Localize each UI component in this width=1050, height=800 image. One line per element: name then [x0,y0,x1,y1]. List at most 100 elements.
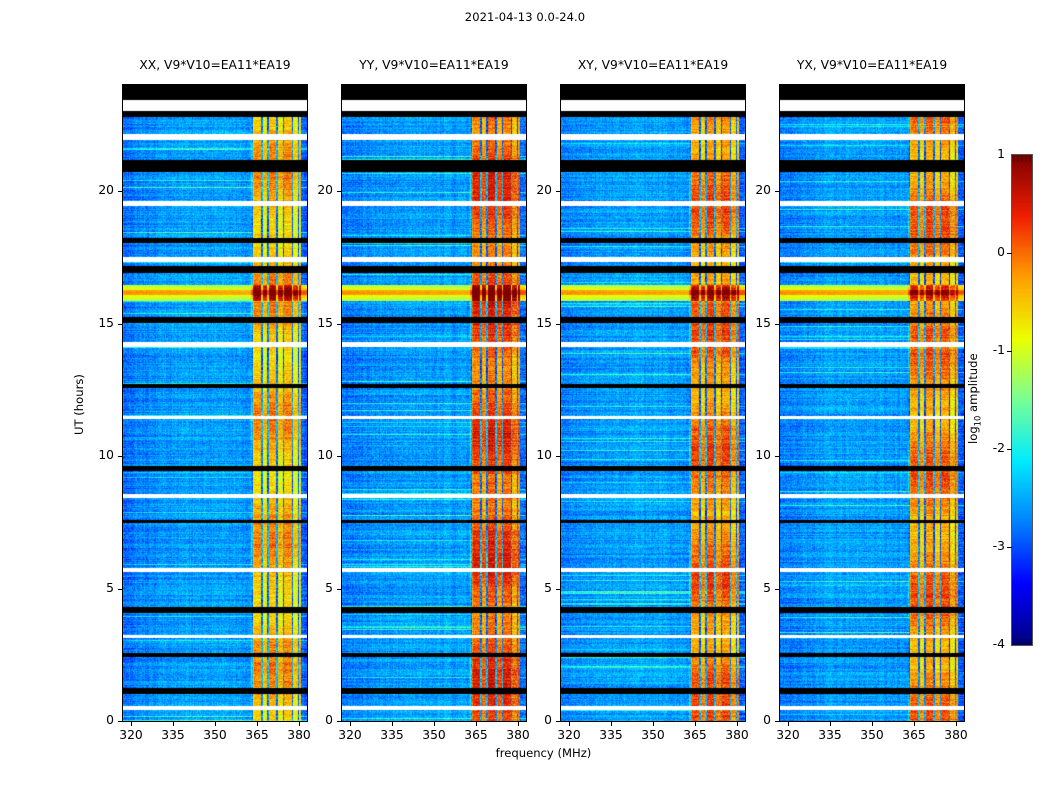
ytick-mark [556,324,560,325]
colorbar-tick-label: -3 [992,539,1005,553]
ytick-mark [775,324,779,325]
ytick-label: 0 [763,713,771,727]
figure-suptitle: 2021-04-13 0.0-24.0 [464,10,586,24]
waterfall-image-yx [780,85,964,721]
colorbar-tick-label: -2 [992,441,1005,455]
ytick-mark [118,456,122,457]
ytick-mark [556,721,560,722]
xtick-mark [653,722,654,726]
ytick-label: 5 [544,581,552,595]
xtick-mark [173,722,174,726]
ytick-mark [775,191,779,192]
waterfall-panel-xy[interactable] [560,84,746,722]
xtick-mark [215,722,216,726]
colorbar-tick-label: 0 [997,245,1005,259]
ytick-mark [337,589,341,590]
ytick-label: 15 [98,316,114,330]
xtick-label: 320 [776,728,800,742]
xtick-label: 365 [683,728,707,742]
colorbar-tick-mark [1007,351,1012,352]
xtick-label: 335 [161,728,185,742]
ytick-label: 5 [763,581,771,595]
xtick-mark [434,722,435,726]
waterfall-image-xy [561,85,745,721]
xtick-mark [788,722,789,726]
colorbar-label-prefix: log [966,426,980,444]
ytick-label: 15 [317,316,333,330]
xtick-label: 380 [287,728,311,742]
ytick-mark [118,191,122,192]
xtick-label: 350 [860,728,884,742]
ytick-label: 0 [544,713,552,727]
ytick-mark [775,721,779,722]
xtick-label: 335 [818,728,842,742]
xtick-mark [872,722,873,726]
ytick-mark [337,324,341,325]
ytick-mark [118,589,122,590]
waterfall-image-yy [342,85,526,721]
xtick-mark [914,722,915,726]
ytick-label: 0 [325,713,333,727]
ytick-mark [118,721,122,722]
ytick-label: 20 [755,183,771,197]
colorbar-label-subscript: 10 [972,415,983,427]
xtick-mark [569,722,570,726]
ytick-label: 5 [325,581,333,595]
colorbar-gradient [1012,155,1032,645]
colorbar-axis-label: log10 amplitude [966,353,982,444]
xtick-label: 350 [422,728,446,742]
ytick-mark [775,589,779,590]
xtick-label: 350 [641,728,665,742]
xtick-mark [350,722,351,726]
ytick-label: 20 [536,183,552,197]
xtick-mark [131,722,132,726]
colorbar [1011,154,1033,646]
x-axis-label: frequency (MHz) [495,746,592,760]
ytick-mark [337,456,341,457]
waterfall-panel-xx[interactable] [122,84,308,722]
waterfall-panel-yx[interactable] [779,84,965,722]
xtick-mark [956,722,957,726]
ytick-label: 20 [317,183,333,197]
ytick-mark [556,589,560,590]
ytick-label: 20 [98,183,114,197]
ytick-mark [556,191,560,192]
colorbar-tick-mark [1007,547,1012,548]
colorbar-tick-label: 1 [997,147,1005,161]
colorbar-tick-label: -4 [992,637,1005,651]
colorbar-label-suffix: amplitude [966,353,980,416]
xtick-mark [611,722,612,726]
ytick-label: 10 [536,448,552,462]
ytick-label: 10 [755,448,771,462]
xtick-label: 365 [245,728,269,742]
ytick-mark [337,721,341,722]
xtick-label: 380 [725,728,749,742]
xtick-mark [476,722,477,726]
xtick-label: 335 [599,728,623,742]
panel-title-yx: YX, V9*V10=EA11*EA19 [796,58,948,72]
ytick-label: 0 [106,713,114,727]
xtick-mark [392,722,393,726]
ytick-mark [337,191,341,192]
colorbar-tick-mark [1007,449,1012,450]
xtick-label: 380 [506,728,530,742]
panel-title-yy: YY, V9*V10=EA11*EA19 [359,58,509,72]
xtick-label: 365 [464,728,488,742]
colorbar-tick-label: -1 [992,343,1005,357]
xtick-label: 335 [380,728,404,742]
xtick-mark [695,722,696,726]
ytick-label: 15 [755,316,771,330]
xtick-mark [518,722,519,726]
xtick-mark [830,722,831,726]
panel-title-xx: XX, V9*V10=EA11*EA19 [139,58,291,72]
xtick-label: 320 [557,728,581,742]
xtick-mark [257,722,258,726]
panel-title-xy: XY, V9*V10=EA11*EA19 [577,58,729,72]
xtick-label: 365 [902,728,926,742]
waterfall-panel-yy[interactable] [341,84,527,722]
ytick-label: 5 [106,581,114,595]
xtick-label: 350 [203,728,227,742]
y-axis-label: UT (hours) [72,374,86,435]
waterfall-image-xx [123,85,307,721]
